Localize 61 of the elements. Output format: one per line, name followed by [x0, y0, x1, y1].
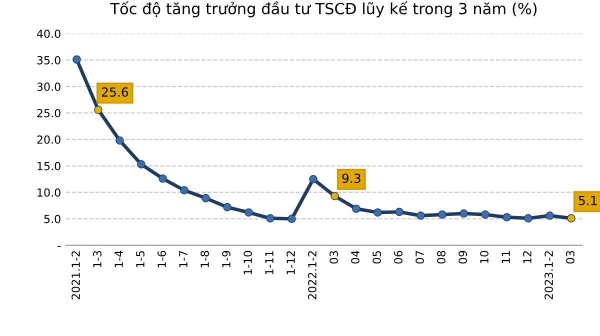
point [330, 192, 339, 200]
point [524, 214, 532, 222]
point [374, 208, 382, 217]
point [202, 194, 210, 202]
point [460, 209, 468, 218]
x-tick-label: 07 [416, 251, 424, 264]
point [502, 213, 511, 222]
y-tick-label: 20.0 [37, 135, 60, 144]
y-tick-label: 40.0 [36, 30, 60, 38]
x-tick-label: 03 [330, 251, 338, 264]
point [116, 136, 124, 145]
x-tick-label: 1-4 [114, 250, 123, 268]
chart-title: Tốc độ tăng trưởng đầu tư TSCĐ lũy kế trong 3 năm (%) [110, 1, 537, 18]
x-tick-label: 1-5 [136, 251, 144, 268]
point [352, 204, 360, 213]
point [309, 174, 318, 184]
x-tick-label: 1-6 [158, 250, 166, 268]
point [438, 210, 446, 219]
x-tick-label: 2023.1-2 [544, 251, 553, 300]
y-tick-label: 15.0 [38, 162, 60, 170]
x-tick-label: 1-9 [222, 250, 230, 268]
x-tick-label: 05 [372, 251, 381, 264]
x-tick-label: 10 [480, 250, 488, 264]
x-tick-label: 1-10 [244, 250, 252, 274]
x-tick-label: 08 [437, 250, 446, 264]
point [546, 211, 554, 220]
point [481, 210, 490, 219]
x-tick-label: 1-7 [179, 251, 188, 268]
point [72, 55, 81, 64]
x-tick-label: 06 [394, 250, 402, 264]
point [137, 160, 146, 168]
x-tick-label: 04 [351, 250, 360, 264]
data-label: 9.3 [342, 174, 360, 184]
point [94, 106, 102, 114]
point [395, 208, 404, 216]
point [416, 211, 425, 220]
x-tick-label: 1-12 [286, 251, 295, 274]
x-tick-label: 1-8 [200, 250, 209, 268]
point [244, 208, 253, 217]
y-tick-label: 5.0 [44, 214, 60, 224]
x-tick-label: 1-11 [265, 251, 274, 274]
x-tick-label: 1-3 [93, 251, 102, 268]
data-label: 5.1 [578, 196, 597, 206]
y-tick-label: 10.0 [38, 188, 60, 197]
point [223, 203, 232, 212]
point [288, 214, 296, 223]
x-tick-label: 03 [566, 251, 574, 264]
x-tick-label: 09 [458, 250, 467, 264]
y-tick-label: - [58, 246, 61, 247]
point [180, 186, 188, 194]
x-tick-label: 12 [523, 251, 532, 264]
x-tick-label: 2021.1-2 [72, 251, 80, 300]
point [266, 214, 274, 222]
x-tick-label: 2022.1-2 [308, 251, 316, 300]
y-tick-label: 25.0 [37, 108, 60, 118]
point [567, 214, 576, 222]
point [158, 174, 167, 183]
data-label: 25.6 [102, 87, 128, 97]
y-tick-label: 35.0 [37, 56, 60, 64]
x-tick-label: 11 [502, 251, 510, 264]
y-tick-label: 30.0 [37, 82, 60, 91]
